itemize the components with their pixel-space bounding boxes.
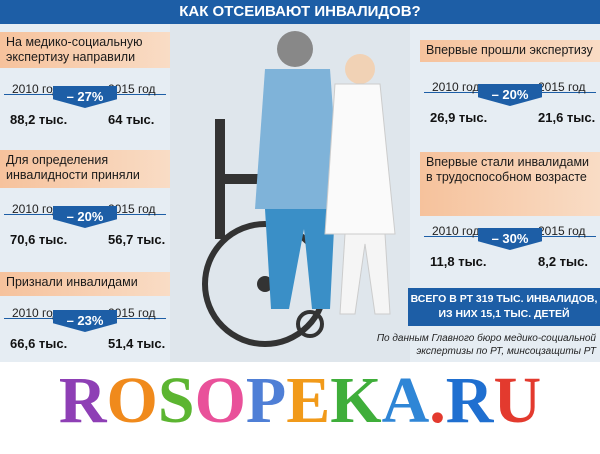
- panel-heading: На медико-социальную экспертизу направил…: [0, 32, 170, 68]
- year-to: 2015 год: [538, 224, 586, 238]
- watermark-letter: A: [382, 364, 430, 437]
- panel-heading: Для определения инвалидности приняли: [0, 150, 170, 188]
- year-to: 2015 год: [538, 80, 586, 94]
- year-from: 2010 год: [432, 224, 480, 238]
- infographic: КАК ОТСЕИВАЮТ ИНВАЛИДОВ? ВСЕГО В РТ 319 …: [0, 0, 600, 362]
- watermark-letter: S: [158, 364, 195, 437]
- value-to: 21,6 тыс.: [538, 110, 596, 125]
- year-to: 2015 год: [108, 202, 156, 216]
- value-to: 56,7 тыс.: [108, 232, 166, 247]
- watermark: ROSOPEKA.RU: [59, 364, 541, 437]
- watermark-letter: O: [195, 364, 246, 437]
- source-note: По данным Главного бюро медико-социально…: [376, 333, 596, 357]
- watermark-letter: .: [429, 364, 446, 437]
- watermark-letter: P: [246, 364, 286, 437]
- watermark-letter: E: [286, 364, 330, 437]
- value-from: 11,8 тыс.: [430, 254, 487, 269]
- value-from: 70,6 тыс.: [10, 232, 68, 247]
- value-to: 64 тыс.: [108, 112, 155, 127]
- watermark-text: ROSOPEKA.RU: [59, 364, 541, 437]
- year-from: 2010 год: [432, 80, 480, 94]
- year-to: 2015 год: [108, 82, 156, 96]
- watermark-letter: O: [107, 364, 158, 437]
- watermark-letter: U: [493, 364, 541, 437]
- watermark-letter: R: [59, 364, 108, 437]
- value-to: 8,2 тыс.: [538, 254, 588, 269]
- panel-heading: Впервые прошли экспертизу: [420, 40, 600, 62]
- year-from: 2010 год: [12, 202, 60, 216]
- total: ВСЕГО В РТ 319 ТЫС. ИНВАЛИДОВ, ИЗ НИХ 15…: [408, 288, 600, 326]
- value-from: 66,6 тыс.: [10, 336, 68, 351]
- change-badge: – 20%: [478, 84, 542, 106]
- change-badge: – 20%: [53, 206, 117, 228]
- value-from: 88,2 тыс.: [10, 112, 68, 127]
- panel-heading: Признали инвалидами: [0, 272, 170, 296]
- change-badge: – 23%: [53, 310, 117, 332]
- change-badge: – 27%: [53, 86, 117, 108]
- watermark-letter: K: [330, 364, 381, 437]
- title: КАК ОТСЕИВАЮТ ИНВАЛИДОВ?: [0, 0, 600, 24]
- year-from: 2010 год: [12, 82, 60, 96]
- year-to: 2015 год: [108, 306, 156, 320]
- photo: [170, 24, 410, 362]
- panel-heading: Впервые стали инвалидами в трудоспособно…: [420, 152, 600, 216]
- watermark-letter: R: [446, 364, 495, 437]
- change-badge: – 30%: [478, 228, 542, 250]
- value-from: 26,9 тыс.: [430, 110, 488, 125]
- value-to: 51,4 тыс.: [108, 336, 166, 351]
- year-from: 2010 год: [12, 306, 60, 320]
